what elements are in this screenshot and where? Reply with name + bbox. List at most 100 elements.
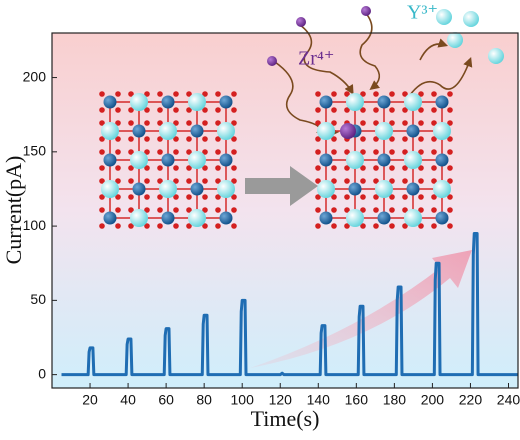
oxygen-atom [231,136,237,142]
x-tick-label: 180 [383,392,407,408]
oxygen-atom [215,207,221,213]
oxygen-atom [315,136,321,142]
cation-large [317,122,335,140]
x-axis-label: Time(s) [251,406,320,431]
oxygen-atom [99,178,105,184]
oxygen-atom [360,91,366,97]
oxygen-atom [186,136,192,142]
oxygen-atom [215,91,221,97]
oxygen-atom [331,120,337,126]
oxygen-atom [157,178,163,184]
oxygen-atom [99,207,105,213]
cation-large [346,151,364,169]
oxygen-atom [186,107,192,113]
oxygen-atom [157,149,163,155]
oxygen-atom [447,223,453,229]
oxygen-atom [173,207,179,213]
oxygen-atom [315,165,321,171]
crystal-lattice [315,91,453,229]
plot-frame [51,32,519,389]
cation-small [219,211,233,225]
oxygen-atom [418,165,424,171]
oxygen-atom [157,136,163,142]
oxygen-atom [99,120,105,126]
oxygen-atom [173,136,179,142]
oxygen-atom [202,207,208,213]
oxygen-atom [402,165,408,171]
cation-small [435,95,449,109]
oxygen-atom [144,207,150,213]
oxygen-atom [431,149,437,155]
oxygen-atom [447,165,453,171]
cation-large [101,122,119,140]
x-tick-label: 40 [120,392,136,408]
oxygen-atom [431,136,437,142]
cation-large [346,93,364,111]
oxygen-atom [231,91,237,97]
cation-small [190,124,204,138]
oxygen-atom [128,91,134,97]
oxygen-atom [431,165,437,171]
cation-small [219,95,233,109]
oxygen-atom [173,91,179,97]
oxygen-atom [402,178,408,184]
oxygen-atom [215,165,221,171]
oxygen-atom [331,149,337,155]
oxygen-atom [402,207,408,213]
oxygen-atom [344,149,350,155]
oxygen-atom [128,194,134,200]
oxygen-atom [99,91,105,97]
oxygen-atom [173,165,179,171]
oxygen-atom [431,107,437,113]
oxygen-atom [186,149,192,155]
oxygen-atom [144,165,150,171]
oxygen-atom [115,223,121,229]
cation-large [188,93,206,111]
oxygen-atom [128,149,134,155]
oxygen-atom [202,107,208,113]
x-tick-label: 80 [196,392,212,408]
cation-large [433,122,451,140]
x-tick-label: 160 [345,392,369,408]
oxygen-atom [360,107,366,113]
cation-large [130,151,148,169]
oxygen-atom [447,178,453,184]
oxygen-atom [144,107,150,113]
cation-small [435,153,449,167]
oxygen-atom [202,178,208,184]
cation-large [188,209,206,227]
oxygen-atom [186,91,192,97]
oxygen-atom [215,136,221,142]
oxygen-atom [315,91,321,97]
cation-large [404,93,422,111]
oxygen-atom [186,207,192,213]
oxygen-atom [360,178,366,184]
x-tick-label: 220 [459,392,483,408]
oxygen-atom [389,107,395,113]
oxygen-atom [418,120,424,126]
oxygen-atom [344,223,350,229]
oxygen-atom [373,165,379,171]
oxygen-atom [389,91,395,97]
x-tick-label: 100 [231,392,255,408]
cation-small [319,153,333,167]
cation-small [103,211,117,225]
oxygen-atom [389,178,395,184]
oxygen-atom [431,194,437,200]
oxygen-atom [144,120,150,126]
trend-arrow [250,250,472,368]
oxygen-atom [231,107,237,113]
oxygen-atom [360,120,366,126]
oxygen-atom [331,136,337,142]
oxygen-atom [373,178,379,184]
oxygen-atom [157,120,163,126]
oxygen-atom [447,194,453,200]
oxygen-atom [202,165,208,171]
oxygen-atom [231,120,237,126]
oxygen-atom [144,194,150,200]
oxygen-atom [431,91,437,97]
oxygen-atom [418,178,424,184]
oxygen-atom [231,149,237,155]
oxygen-atom [115,178,121,184]
x-tick-label: 200 [421,392,445,408]
